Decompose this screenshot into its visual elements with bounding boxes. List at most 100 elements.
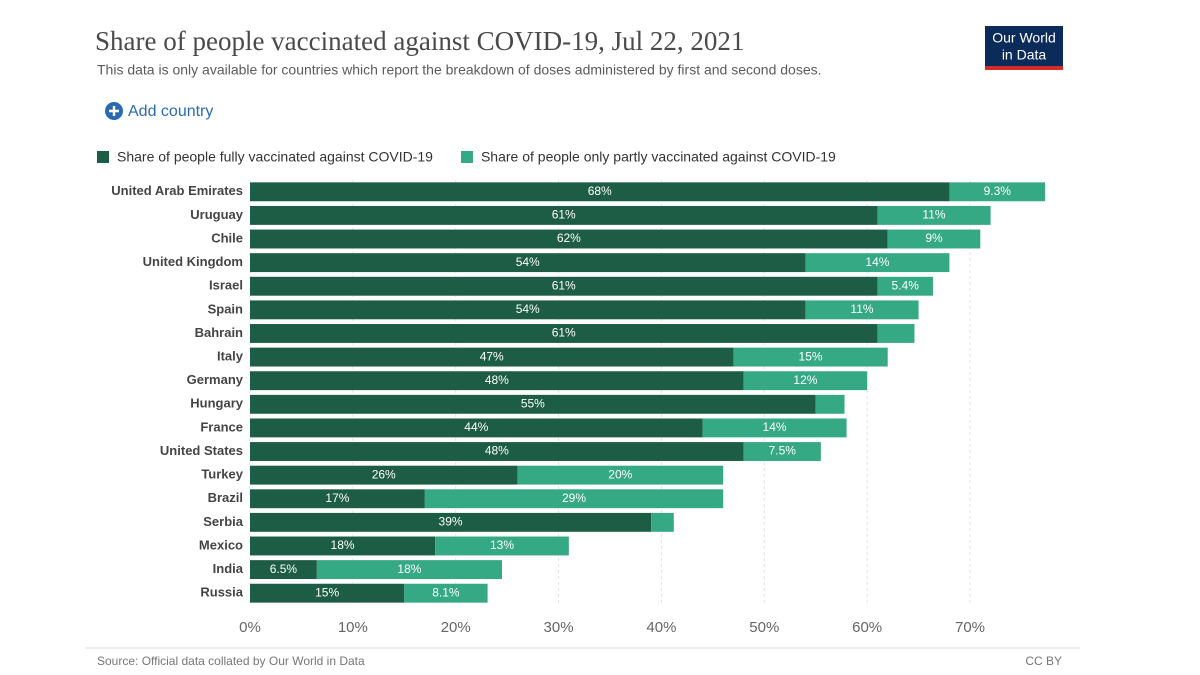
y-tick-label: Hungary [190,396,244,411]
value-label: 5.4% [892,278,920,292]
y-tick-label: United Kingdom [143,254,243,269]
bar-segment [250,253,806,273]
x-tick-label: 60% [852,619,882,636]
bar-segment [702,418,847,438]
bar-segment [250,465,518,485]
bar-segment [250,182,950,202]
legend-swatch [97,151,109,163]
add-country[interactable]: Add country [105,102,213,120]
y-tick-label: United Arab Emirates [111,183,243,198]
bar-segment [250,205,878,225]
bar-segment [250,324,878,343]
value-label: 26% [372,467,396,481]
value-label: 48% [485,373,509,387]
value-label: 61% [552,326,576,340]
bar-segment [517,465,724,485]
bar-segment [805,300,919,320]
value-label: 61% [552,278,576,292]
value-label: 61% [552,208,576,222]
value-label: 18% [331,538,355,552]
bar-segment [887,229,981,249]
bar-segment [877,324,915,343]
x-tick-label: 20% [441,619,471,636]
legend-swatch [460,151,473,163]
chart-title: Share of people vaccinated against COVID… [95,26,744,56]
value-label: 39% [439,515,463,529]
value-label: 7.5% [769,444,797,458]
bar-segment [250,347,734,367]
x-tick-label: 10% [338,619,368,636]
bar-segment [250,276,878,296]
x-tick-label: 40% [646,619,676,636]
y-tick-label: Turkey [201,467,243,482]
value-label: 18% [397,562,421,576]
bar-segment [250,560,317,580]
bar-segment [250,229,888,249]
bar-segment [743,371,868,391]
x-tick-label: 50% [749,619,779,636]
bar-segment [815,394,845,414]
x-tick-label: 70% [955,619,985,636]
bar-segment [404,583,488,603]
bar-segment [250,583,405,603]
y-tick-label: Uruguay [190,207,244,222]
add-icon-plus[interactable] [109,106,119,116]
value-label: 62% [557,231,581,245]
value-label: 54% [516,302,540,316]
bar-segment [250,536,436,556]
y-tick-label: Bahrain [195,325,243,340]
value-label: 47% [480,349,504,363]
y-tick-label: Israel [209,278,243,293]
x-tick-label: 0% [239,619,261,636]
value-label: 9.3% [984,184,1012,198]
y-tick-label: Chile [211,230,243,245]
value-label: 12% [793,373,817,387]
value-label: 68% [588,184,612,198]
logo-text: Our World [992,30,1056,46]
value-label: 13% [490,538,514,552]
y-tick-label: Spain [208,301,243,316]
value-label: 14% [763,420,787,434]
bar-segment [250,300,806,320]
value-label: 29% [562,491,586,505]
chart-subtitle: This data is only available for countrie… [97,62,822,78]
bar-segment [651,512,674,532]
bar-segment [250,418,703,438]
bar-segment [805,253,950,273]
y-tick-label: India [213,561,244,576]
legend-label: Share of people fully vaccinated against… [117,149,433,165]
bar-segment [733,347,888,367]
value-label: 20% [608,467,632,481]
bar-segment [250,489,425,509]
value-label: 15% [799,349,823,363]
value-label: 55% [521,396,545,410]
y-tick-label: Serbia [203,514,244,529]
value-label: 8.1% [432,585,460,599]
bar-segment [877,205,991,225]
legend-label: Share of people only partly vaccinated a… [481,149,836,165]
y-tick-label: Russia [200,585,243,600]
bar-segment [316,560,502,580]
bar-segment [877,276,933,296]
value-label: 9% [925,231,943,245]
y-tick-label: Brazil [208,490,243,505]
value-label: 48% [485,444,509,458]
bar-segment [250,442,744,461]
x-tick-label: 30% [544,619,574,636]
logo-box [985,26,1063,68]
bar-segment [743,442,821,461]
value-label: 11% [922,208,945,222]
add-country-label[interactable]: Add country [128,103,213,120]
y-tick-label: Mexico [199,537,243,552]
bar-segment [250,371,744,391]
value-label: 17% [325,491,349,505]
bar-segment [250,394,816,414]
value-label: 15% [315,585,339,599]
y-tick-label: United States [160,443,243,458]
y-tick-label: France [200,419,243,434]
license: CC BY [1025,654,1062,668]
bar-segment [435,536,569,556]
value-label: 6.5% [270,562,298,576]
y-tick-label: Italy [217,349,244,364]
